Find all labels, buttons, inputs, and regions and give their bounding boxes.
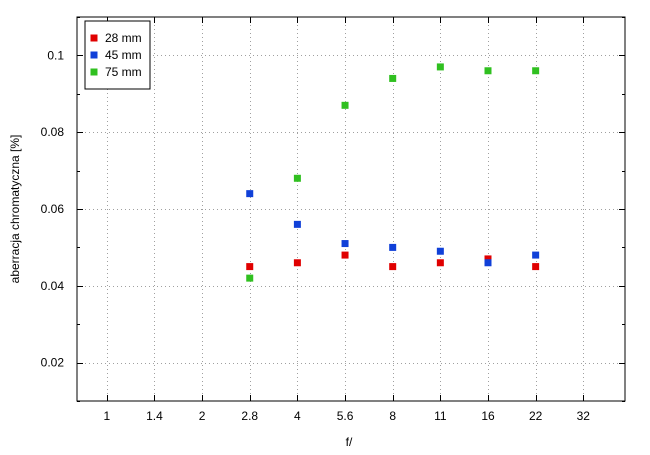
legend-label: 45 mm (105, 48, 142, 62)
data-point-series-2 (532, 251, 540, 259)
grid-lines (77, 17, 625, 401)
x-tick-label: 5.6 (337, 409, 354, 423)
data-point-series-3 (341, 101, 349, 109)
y-axis-label: aberracja chromatyczna [%] (8, 135, 22, 284)
data-point-series-1 (436, 259, 444, 267)
y-tick-labels: 0.02 0.04 0.06 0.08 0.1 (41, 48, 65, 369)
y-tick-label: 0.08 (41, 125, 65, 139)
legend-label: 75 mm (105, 65, 142, 79)
data-point-series-1 (389, 263, 397, 271)
data-point-series-3 (484, 67, 492, 75)
x-tick-label: 2 (199, 409, 206, 423)
data-point-series-1 (532, 263, 540, 271)
y-tick-label: 0.04 (41, 279, 65, 293)
x-tick-label: 16 (481, 409, 495, 423)
legend-marker (90, 68, 98, 76)
data-point-series-1 (341, 251, 349, 259)
data-point-series-1 (293, 259, 301, 267)
y-tick-label: 0.06 (41, 202, 65, 216)
legend: 28 mm 45 mm 75 mm (84, 20, 151, 90)
x-tick-label: 32 (577, 409, 591, 423)
x-axis-label: f/ (346, 435, 353, 449)
data-point-series-2 (293, 220, 301, 228)
x-tick-label: 1 (103, 409, 110, 423)
data-point-series-1 (246, 263, 254, 271)
x-tick-labels: 1 1.4 2 2.8 4 5.6 8 11 16 22 32 (103, 409, 590, 423)
x-tick-label: 11 (434, 409, 447, 423)
x-tick-label: 8 (389, 409, 396, 423)
data-point-series-2 (484, 259, 492, 267)
data-point-series-2 (436, 247, 444, 255)
y-tick-label: 0.1 (47, 48, 64, 62)
legend-marker (90, 51, 98, 59)
x-tick-label: 4 (294, 409, 301, 423)
legend-marker (90, 34, 98, 42)
data-point-series-3 (389, 74, 397, 82)
x-tick-label: 22 (529, 409, 543, 423)
x-tick-label: 2.8 (241, 409, 258, 423)
y-tick-label: 0.02 (41, 356, 65, 370)
plot-frame (76, 16, 626, 402)
data-point-series-1 (484, 255, 492, 263)
data-point-series-3 (532, 67, 540, 75)
legend-label: 28 mm (105, 31, 142, 45)
data-point-series-3 (246, 274, 254, 282)
data-point-series-2 (341, 240, 349, 248)
x-tick-label: 1.4 (146, 409, 163, 423)
data-point-series-3 (436, 63, 444, 71)
data-points (246, 63, 540, 282)
data-point-series-2 (246, 190, 254, 198)
data-point-series-2 (389, 243, 397, 251)
data-point-series-3 (293, 174, 301, 182)
